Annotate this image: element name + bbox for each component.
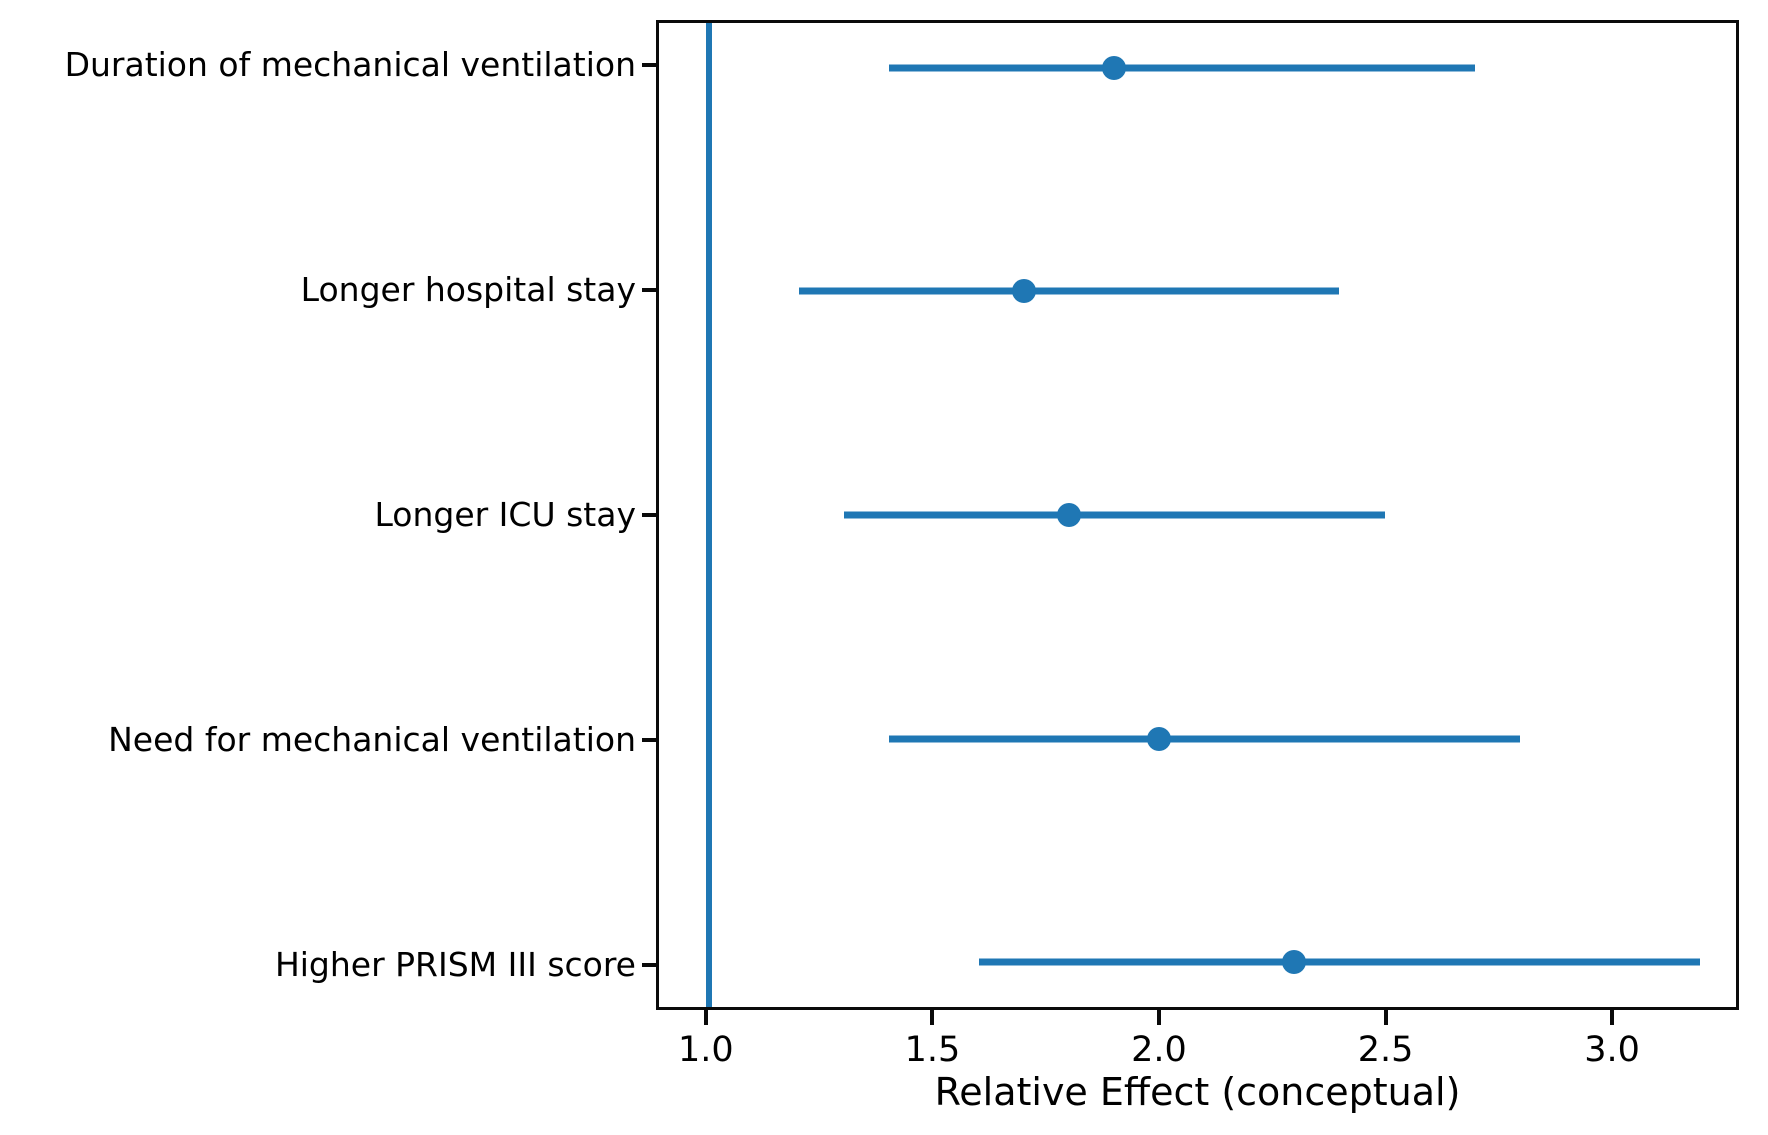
- category-label: Higher PRISM III score: [274, 944, 636, 984]
- x-axis: 1.0 1.5 2.0 2.5 3.0: [656, 1010, 1739, 1090]
- category-label: Longer ICU stay: [374, 494, 636, 534]
- reference-line: [705, 23, 712, 1007]
- category-label: Duration of mechanical ventilation: [64, 44, 636, 84]
- x-tick-label: 1.5: [904, 1030, 961, 1070]
- confidence-interval-bar: [798, 287, 1340, 295]
- plot-area: [656, 20, 1739, 1010]
- confidence-interval-bar: [843, 511, 1385, 519]
- point-estimate-marker: [1057, 503, 1082, 527]
- x-tick-label: 2.0: [1131, 1030, 1187, 1070]
- x-tick-mark: [930, 1010, 935, 1025]
- category-label: Longer hospital stay: [300, 269, 636, 309]
- y-tick-mark: [642, 963, 656, 967]
- category-label: Need for mechanical ventilation: [108, 719, 636, 759]
- y-tick-mark: [642, 288, 656, 292]
- x-tick-label: 1.0: [678, 1030, 734, 1070]
- y-tick-mark: [642, 513, 656, 517]
- x-tick-mark: [703, 1010, 708, 1025]
- x-tick-mark: [1383, 1010, 1388, 1025]
- y-axis-tick-marks: [642, 20, 656, 1010]
- point-estimate-marker: [1147, 726, 1172, 751]
- point-estimate-marker: [1282, 950, 1307, 975]
- confidence-interval-bar: [888, 64, 1475, 72]
- x-tick-mark: [1156, 1010, 1161, 1025]
- x-axis-label: Relative Effect (conceptual): [934, 1070, 1461, 1114]
- y-tick-mark: [642, 738, 656, 742]
- y-axis-category-labels: Duration of mechanical ventilation Longer…: [0, 20, 636, 1010]
- point-estimate-marker: [1102, 55, 1127, 80]
- x-tick-mark: [1610, 1010, 1615, 1025]
- point-estimate-marker: [1012, 279, 1036, 304]
- y-tick-mark: [642, 63, 656, 67]
- x-tick-label: 2.5: [1357, 1030, 1414, 1070]
- confidence-interval-bar: [888, 735, 1520, 743]
- confidence-interval-bar: [978, 958, 1700, 966]
- x-tick-label: 3.0: [1584, 1030, 1640, 1070]
